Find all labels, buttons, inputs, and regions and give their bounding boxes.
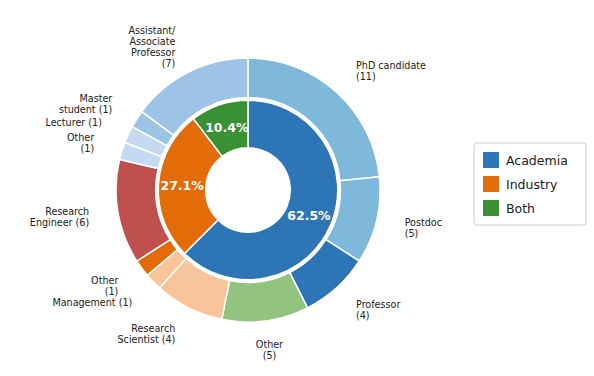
legend-label: Industry [506, 177, 558, 192]
legend-frame [474, 143, 586, 225]
legend-swatch [483, 200, 499, 216]
legend: Academia Industry Both [474, 143, 586, 225]
ring-label: Management (1) [52, 296, 132, 307]
labels: 62.5% 27.1% 10.4% PhD candidate(11) Postdoc(… [30, 24, 442, 360]
pct-label: 62.5% [287, 208, 331, 223]
ring-label: ResearchScientist (4) [118, 323, 176, 345]
ring-label: Other(1) [67, 131, 94, 153]
legend-label: Academia [506, 153, 568, 168]
ring-label: Other(5) [256, 339, 283, 361]
ring-label: Other(1) [91, 275, 118, 297]
ring-label: Assistant/AssociateProfessor(7) [128, 24, 176, 68]
ring-label: PhD candidate(11) [356, 60, 426, 82]
rings [116, 58, 380, 322]
ring-label: Lecturer (1) [46, 117, 102, 128]
legend-label: Both [506, 201, 535, 216]
ring-label: Postdoc(5) [405, 216, 442, 238]
outer-wedge [222, 272, 308, 322]
ring-label: ResearchEngineer (6) [30, 206, 89, 228]
outer-wedge [248, 58, 379, 181]
ring-label: Professor(4) [356, 298, 400, 320]
legend-swatch [483, 176, 499, 192]
pct-label: 10.4% [205, 120, 249, 135]
pct-label: 27.1% [160, 178, 204, 193]
legend-swatch [483, 152, 499, 168]
ring-label: Masterstudent (1) [59, 92, 112, 114]
outer-wedge [116, 159, 170, 261]
chart: 62.5% 27.1% 10.4% PhD candidate(11) Postdoc(… [0, 0, 594, 376]
outer-wedge [142, 58, 248, 135]
